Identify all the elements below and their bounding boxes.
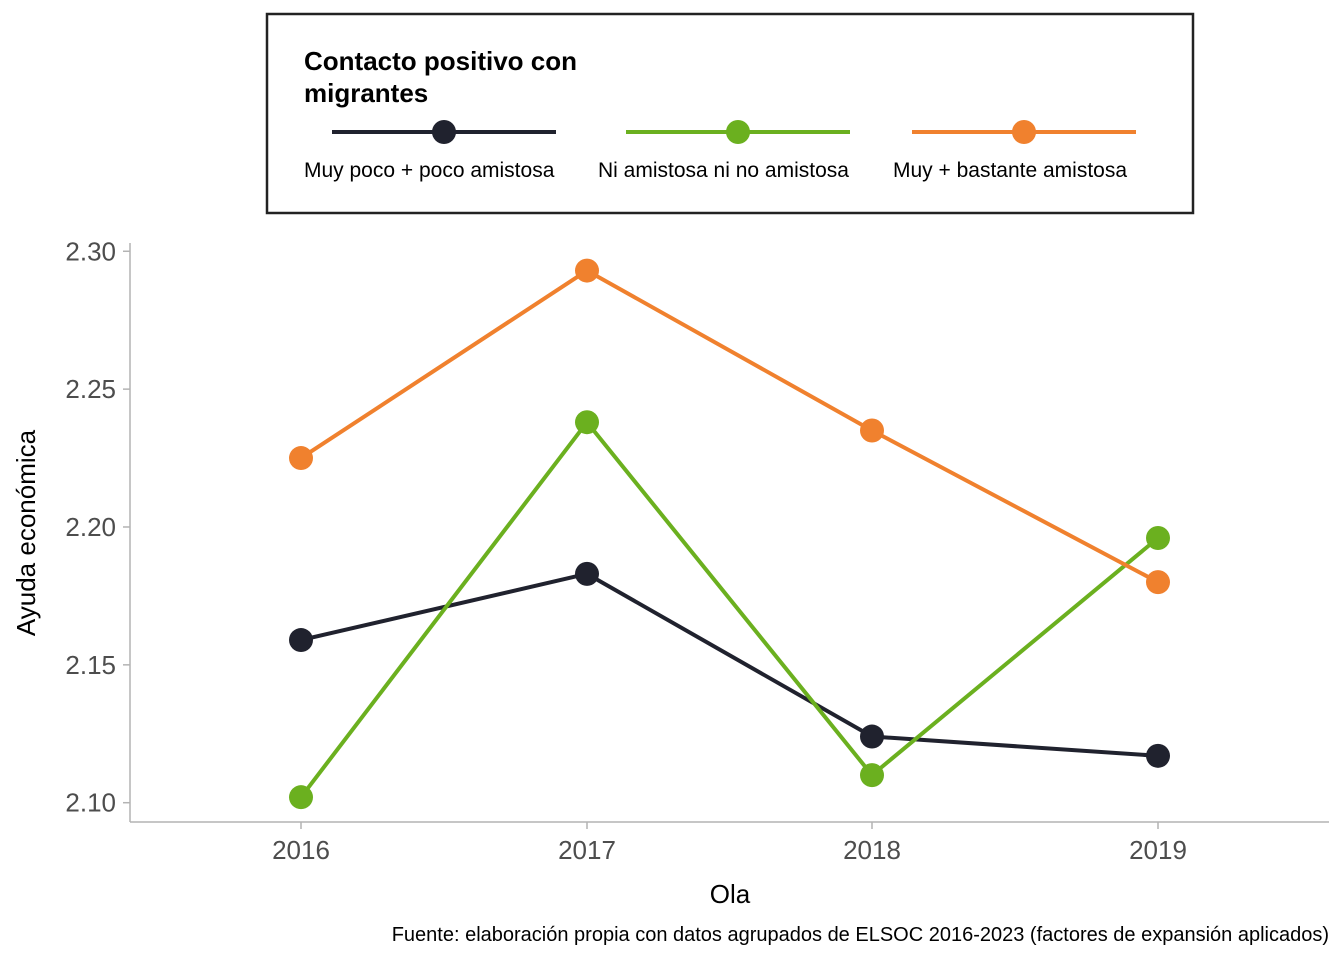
legend-item-2: Ni amistosa ni no amistosa bbox=[598, 120, 850, 182]
data-point bbox=[289, 785, 313, 810]
caption: Fuente: elaboración propia con datos agr… bbox=[392, 924, 1329, 946]
data-point bbox=[860, 763, 884, 788]
data-point bbox=[575, 410, 599, 435]
y-tick-label: 2.30 bbox=[65, 236, 116, 266]
series-3 bbox=[289, 258, 1170, 595]
legend-box bbox=[265, 12, 1195, 215]
series-1 bbox=[289, 561, 1170, 768]
legend-label: Ni amistosa ni no amistosa bbox=[598, 159, 849, 182]
legend-key-point bbox=[432, 120, 456, 144]
x-axis-title: Ola bbox=[710, 879, 751, 909]
legend-label: Muy + bastante amistosa bbox=[893, 159, 1127, 182]
data-point bbox=[860, 724, 884, 749]
data-point bbox=[1146, 743, 1170, 768]
series-2 bbox=[289, 410, 1170, 810]
axes: 2.10 2.15 2.20 2.25 2.30 2016 2017 2018 2019 bbox=[65, 236, 1329, 865]
legend-title-line2: migrantes bbox=[304, 78, 428, 108]
data-point bbox=[289, 446, 313, 471]
legend-label: Muy poco + poco amistosa bbox=[304, 159, 555, 182]
x-tick-label: 2019 bbox=[1129, 835, 1187, 865]
y-axis-title: Ayuda económica bbox=[11, 429, 41, 636]
data-point bbox=[575, 258, 599, 283]
series-line bbox=[299, 268, 1159, 584]
data-point bbox=[575, 561, 599, 586]
x-tick-label: 2017 bbox=[558, 835, 616, 865]
series-line bbox=[299, 420, 1160, 799]
legend: Contacto positivo con migrantes Muy poco… bbox=[265, 12, 1195, 215]
legend-key-point bbox=[1012, 120, 1036, 144]
y-tick-label: 2.20 bbox=[65, 512, 116, 542]
x-tick-label: 2018 bbox=[843, 835, 901, 865]
legend-title-line1: Contacto positivo con bbox=[304, 46, 577, 76]
data-point bbox=[860, 418, 884, 443]
legend-item-1: Muy poco + poco amistosa bbox=[304, 120, 556, 182]
data-point bbox=[1146, 526, 1170, 551]
x-tick-label: 2016 bbox=[272, 835, 330, 865]
y-tick-label: 2.15 bbox=[65, 650, 116, 680]
legend-key-point bbox=[726, 120, 750, 144]
y-tick-label: 2.25 bbox=[65, 374, 116, 404]
series-layer bbox=[289, 258, 1170, 810]
y-tick-label: 2.10 bbox=[65, 788, 116, 818]
data-point bbox=[289, 628, 313, 653]
legend-item-3: Muy + bastante amistosa bbox=[893, 120, 1136, 182]
data-point bbox=[1146, 570, 1170, 595]
